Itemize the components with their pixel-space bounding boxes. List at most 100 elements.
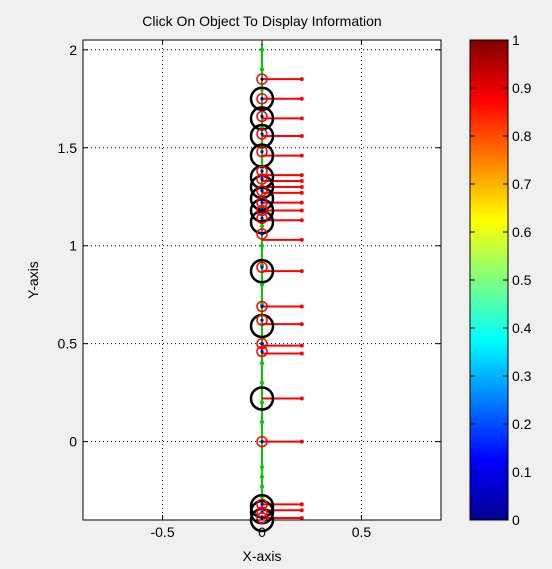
blue-center-dot[interactable] bbox=[260, 132, 264, 136]
green-marker[interactable] bbox=[260, 47, 264, 52]
blue-center-dot[interactable] bbox=[260, 265, 264, 269]
chart-title: Click On Object To Display Information bbox=[142, 13, 381, 29]
colorbar-tick-label: 0.2 bbox=[512, 416, 532, 432]
red-arrow-head[interactable] bbox=[299, 322, 304, 327]
small-red-circle[interactable] bbox=[256, 300, 268, 313]
data-layer[interactable] bbox=[249, 43, 304, 533]
large-black-circle[interactable] bbox=[249, 386, 275, 411]
blue-center-dot[interactable] bbox=[260, 342, 264, 346]
colorbar-tick-label: 0.6 bbox=[512, 224, 532, 240]
small-red-circle[interactable] bbox=[256, 337, 268, 350]
small-red-circle[interactable] bbox=[256, 314, 268, 326]
x-tick-label: 0 bbox=[258, 524, 266, 540]
small-red-circle[interactable] bbox=[256, 165, 268, 178]
small-red-circle[interactable] bbox=[256, 212, 268, 225]
blue-center-dot[interactable] bbox=[260, 208, 264, 213]
y-tick-label: 2 bbox=[69, 42, 77, 58]
green-marker[interactable] bbox=[260, 420, 264, 425]
small-red-circle[interactable] bbox=[256, 498, 268, 511]
blue-center-dot[interactable] bbox=[260, 169, 264, 173]
green-marker[interactable] bbox=[260, 224, 264, 229]
red-arrow-head[interactable] bbox=[299, 173, 304, 178]
red-arrow-head[interactable] bbox=[299, 218, 304, 223]
blue-center-dot[interactable] bbox=[260, 189, 264, 193]
red-arrow-head[interactable] bbox=[299, 502, 304, 507]
blue-center-dot[interactable] bbox=[260, 440, 264, 444]
blue-center-dot[interactable] bbox=[260, 77, 264, 81]
red-arrow-head[interactable] bbox=[299, 77, 304, 82]
red-arrow-head[interactable] bbox=[299, 179, 304, 184]
green-marker[interactable] bbox=[260, 474, 264, 479]
red-arrow-head[interactable] bbox=[299, 200, 304, 205]
x-tick-label: 0.5 bbox=[352, 524, 372, 540]
red-arrow-head[interactable] bbox=[299, 304, 304, 309]
green-marker[interactable] bbox=[260, 67, 264, 72]
colorbar-tick-label: 0.8 bbox=[512, 128, 532, 144]
red-arrow-head[interactable] bbox=[299, 439, 304, 444]
green-marker[interactable] bbox=[260, 465, 264, 470]
blue-center-dot[interactable] bbox=[260, 150, 264, 154]
y-tick-label: 0 bbox=[69, 434, 77, 450]
red-arrow-head[interactable] bbox=[299, 396, 304, 401]
small-red-circle[interactable] bbox=[256, 73, 268, 85]
small-red-circle[interactable] bbox=[256, 261, 268, 274]
blue-center-dot[interactable] bbox=[260, 97, 264, 101]
small-red-circle[interactable] bbox=[256, 128, 268, 140]
small-red-circle[interactable] bbox=[256, 145, 268, 158]
blue-center-dot[interactable] bbox=[260, 232, 264, 236]
red-arrow-head[interactable] bbox=[299, 96, 304, 101]
blue-center-dot[interactable] bbox=[260, 216, 264, 220]
large-black-circle[interactable] bbox=[249, 198, 275, 223]
small-red-circle[interactable] bbox=[256, 93, 268, 105]
green-marker[interactable] bbox=[260, 243, 264, 248]
blue-center-dot[interactable] bbox=[260, 304, 264, 309]
red-arrow-head[interactable] bbox=[299, 508, 304, 513]
colorbar-tick-label: 0.9 bbox=[512, 80, 532, 96]
blue-center-dot[interactable] bbox=[260, 318, 264, 322]
small-red-circle[interactable] bbox=[256, 110, 268, 123]
blue-center-dot[interactable] bbox=[260, 502, 264, 506]
green-marker[interactable] bbox=[260, 400, 264, 405]
small-red-circle[interactable] bbox=[256, 173, 268, 185]
red-arrow-head[interactable] bbox=[299, 116, 304, 121]
large-black-circle[interactable] bbox=[249, 258, 275, 284]
blue-center-dot[interactable] bbox=[260, 114, 264, 119]
colorbar-tick-label: 0.5 bbox=[512, 272, 532, 288]
large-black-circle[interactable] bbox=[249, 86, 275, 112]
small-red-circle[interactable] bbox=[256, 345, 268, 358]
small-red-circle[interactable] bbox=[256, 196, 268, 209]
small-red-circle[interactable] bbox=[256, 204, 268, 217]
red-arrow-head[interactable] bbox=[299, 269, 304, 274]
blue-center-dot[interactable] bbox=[260, 201, 264, 205]
blue-center-dot[interactable] bbox=[260, 349, 264, 354]
colorbar-tick-label: 0 bbox=[512, 512, 520, 528]
green-marker[interactable] bbox=[260, 361, 264, 366]
x-axis-label: X-axis bbox=[243, 548, 282, 564]
green-marker[interactable] bbox=[260, 282, 264, 287]
red-arrow-head[interactable] bbox=[299, 153, 304, 158]
red-arrow-head[interactable] bbox=[299, 237, 304, 242]
red-arrow-head[interactable] bbox=[299, 343, 304, 348]
colorbar-scale[interactable] bbox=[469, 39, 509, 521]
colorbar-tick-label: 0.7 bbox=[512, 176, 532, 192]
red-arrow-head[interactable] bbox=[299, 516, 304, 521]
small-red-circle[interactable] bbox=[256, 228, 268, 240]
small-red-circle[interactable] bbox=[256, 185, 268, 197]
red-arrow-head[interactable] bbox=[299, 351, 304, 356]
red-arrow-head[interactable] bbox=[299, 190, 304, 195]
blue-center-dot[interactable] bbox=[260, 177, 264, 181]
y-tick-label: 1.5 bbox=[58, 140, 78, 156]
red-arrow-head[interactable] bbox=[299, 134, 304, 138]
colorbar-tick-label: 0.3 bbox=[512, 368, 532, 384]
small-red-circle[interactable] bbox=[256, 512, 268, 524]
green-marker[interactable] bbox=[260, 484, 264, 489]
red-arrow-head[interactable] bbox=[299, 208, 304, 213]
plot-axes[interactable]: -0.5 0 0.5 0 0.5 1 1.5 2 bbox=[58, 39, 442, 540]
small-red-circle[interactable] bbox=[256, 435, 268, 448]
colorbar[interactable]: 0 0.1 0.2 0.3 0.4 0.5 0.6 0.7 0.8 0.9 1 bbox=[469, 32, 532, 528]
green-marker[interactable] bbox=[260, 380, 264, 385]
red-arrow-head[interactable] bbox=[299, 184, 304, 189]
y-axis-label: Y-axis bbox=[25, 261, 41, 299]
colorbar-tick-label: 1 bbox=[512, 32, 520, 48]
